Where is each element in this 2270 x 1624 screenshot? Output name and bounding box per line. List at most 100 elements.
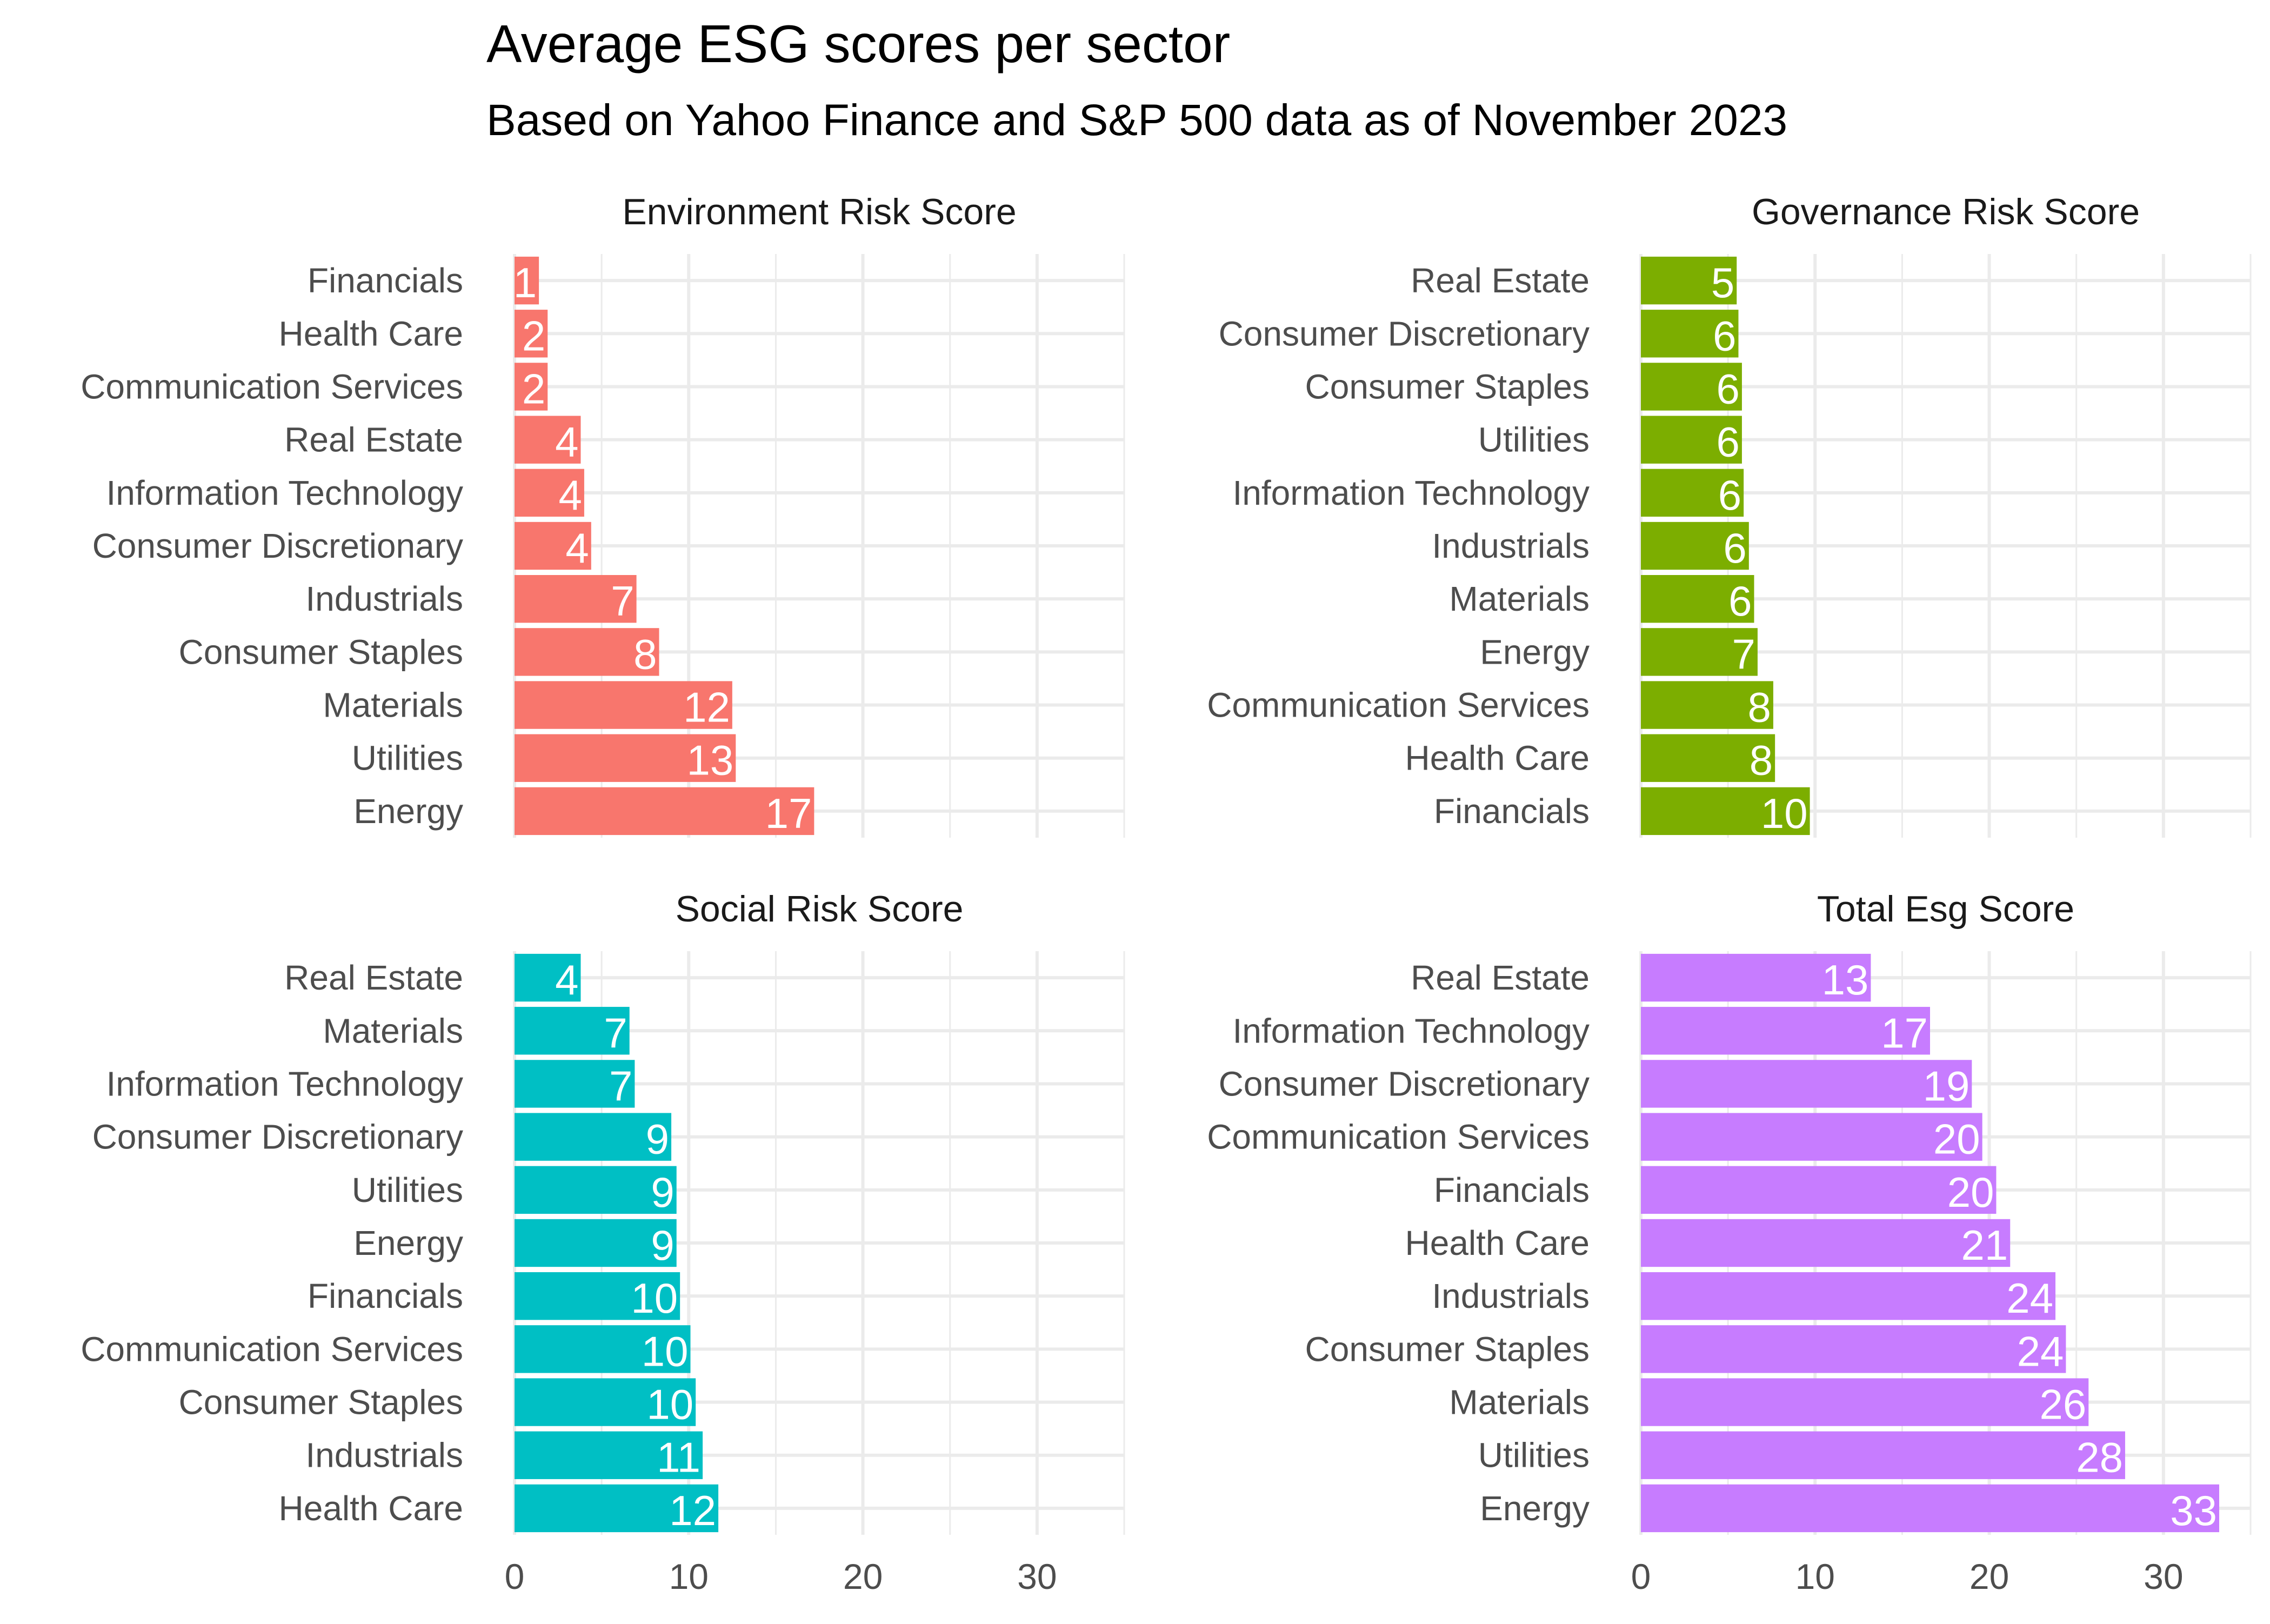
bar bbox=[515, 1378, 696, 1426]
value-label: 2 bbox=[522, 365, 545, 412]
value-label: 28 bbox=[2076, 1434, 2123, 1481]
bar bbox=[1641, 469, 1744, 517]
chart-subtitle: Based on Yahoo Finance and S&P 500 data … bbox=[486, 96, 1787, 145]
bar bbox=[1641, 628, 1758, 676]
bar bbox=[515, 1431, 703, 1479]
category-label: Communication Services bbox=[1207, 1118, 1590, 1157]
value-label: 10 bbox=[646, 1381, 693, 1428]
category-label: Consumer Discretionary bbox=[92, 1118, 463, 1157]
category-label: Information Technology bbox=[1232, 1011, 1590, 1050]
value-label: 17 bbox=[765, 790, 812, 837]
bar bbox=[1641, 1166, 1997, 1214]
chart-title: Average ESG scores per sector bbox=[486, 14, 1230, 73]
bar bbox=[1641, 1060, 1972, 1108]
value-label: 9 bbox=[651, 1221, 674, 1269]
x-tick-label: 30 bbox=[1017, 1556, 1057, 1596]
category-label: Materials bbox=[1449, 1383, 1590, 1422]
category-label: Financials bbox=[308, 1277, 463, 1315]
bar bbox=[1641, 575, 1754, 623]
bar bbox=[1641, 1007, 1930, 1055]
value-label: 12 bbox=[683, 684, 730, 731]
category-label: Materials bbox=[1449, 579, 1590, 618]
category-label: Consumer Discretionary bbox=[1219, 1064, 1590, 1103]
panel-title: Social Risk Score bbox=[676, 888, 964, 930]
value-label: 7 bbox=[1732, 630, 1755, 678]
bar bbox=[515, 1272, 680, 1320]
x-tick-label: 0 bbox=[1631, 1556, 1651, 1596]
x-tick-label: 10 bbox=[669, 1556, 709, 1596]
value-label: 5 bbox=[1711, 259, 1734, 306]
category-label: Financials bbox=[1434, 792, 1590, 831]
category-label: Utilities bbox=[1478, 1436, 1590, 1475]
category-label: Industrials bbox=[305, 1436, 463, 1475]
bar bbox=[1641, 522, 1749, 570]
bar bbox=[515, 1166, 677, 1214]
bar bbox=[515, 628, 659, 676]
category-label: Materials bbox=[323, 686, 463, 725]
category-label: Energy bbox=[353, 1224, 463, 1262]
value-label: 12 bbox=[669, 1487, 716, 1534]
category-label: Health Care bbox=[1405, 1224, 1590, 1262]
category-label: Real Estate bbox=[284, 958, 463, 997]
x-tick-label: 0 bbox=[505, 1556, 525, 1596]
value-label: 10 bbox=[642, 1327, 689, 1375]
value-label: 6 bbox=[1717, 365, 1740, 412]
value-label: 21 bbox=[1961, 1221, 2008, 1269]
panel-0: Environment Risk Score Financials 1 Health … bbox=[81, 191, 1125, 838]
category-label: Utilities bbox=[352, 1171, 463, 1209]
category-label: Utilities bbox=[1478, 420, 1590, 459]
panel-1: Governance Risk Score Real Estate 5 Consume… bbox=[1207, 191, 2252, 838]
bar bbox=[1641, 1272, 2056, 1320]
panel-2: Social Risk Score Real Estate 4 Materials 7 I… bbox=[81, 888, 1125, 1596]
value-label: 7 bbox=[609, 1062, 632, 1110]
bar bbox=[515, 469, 584, 517]
category-label: Energy bbox=[353, 792, 463, 831]
category-label: Information Technology bbox=[106, 1064, 463, 1103]
value-label: 20 bbox=[1933, 1115, 1980, 1163]
category-label: Real Estate bbox=[1411, 958, 1590, 997]
value-label: 19 bbox=[1923, 1062, 1970, 1110]
category-label: Energy bbox=[1480, 632, 1590, 671]
x-tick-label: 30 bbox=[2144, 1556, 2183, 1596]
bar bbox=[1641, 681, 1773, 729]
x-tick-label: 20 bbox=[1969, 1556, 2009, 1596]
bar bbox=[515, 416, 581, 464]
x-tick-label: 20 bbox=[843, 1556, 883, 1596]
category-label: Consumer Staples bbox=[179, 632, 463, 671]
value-label: 26 bbox=[2040, 1381, 2087, 1428]
value-label: 4 bbox=[555, 956, 578, 1004]
category-label: Financials bbox=[308, 261, 463, 300]
bar bbox=[515, 256, 539, 305]
bar bbox=[1641, 1431, 2125, 1479]
value-label: 6 bbox=[1718, 471, 1741, 519]
bar bbox=[515, 1060, 635, 1108]
category-label: Health Care bbox=[1405, 739, 1590, 778]
bar bbox=[515, 1007, 630, 1055]
value-label: 4 bbox=[559, 471, 582, 519]
bar bbox=[1641, 953, 1871, 1002]
category-label: Health Care bbox=[279, 1489, 464, 1528]
value-label: 17 bbox=[1881, 1009, 1928, 1057]
category-label: Information Technology bbox=[106, 473, 463, 512]
bar bbox=[515, 1325, 691, 1373]
category-label: Industrials bbox=[1432, 1277, 1590, 1315]
value-label: 24 bbox=[2006, 1274, 2053, 1322]
bar bbox=[1641, 310, 1739, 358]
bar bbox=[515, 575, 637, 623]
category-label: Consumer Discretionary bbox=[92, 526, 463, 565]
category-label: Industrials bbox=[1432, 526, 1590, 565]
bar bbox=[1641, 787, 1810, 836]
bar bbox=[515, 310, 548, 358]
value-label: 2 bbox=[522, 312, 545, 359]
value-label: 6 bbox=[1723, 524, 1746, 572]
category-label: Health Care bbox=[279, 314, 464, 353]
value-label: 10 bbox=[1761, 790, 1808, 837]
category-label: Materials bbox=[323, 1011, 463, 1050]
category-label: Communication Services bbox=[81, 367, 463, 406]
bar bbox=[515, 1484, 719, 1533]
panel-3: Total Esg Score Real Estate 13 Information … bbox=[1207, 888, 2252, 1596]
x-tick-label: 10 bbox=[1795, 1556, 1835, 1596]
value-label: 11 bbox=[657, 1434, 700, 1481]
category-label: Real Estate bbox=[1411, 261, 1590, 300]
